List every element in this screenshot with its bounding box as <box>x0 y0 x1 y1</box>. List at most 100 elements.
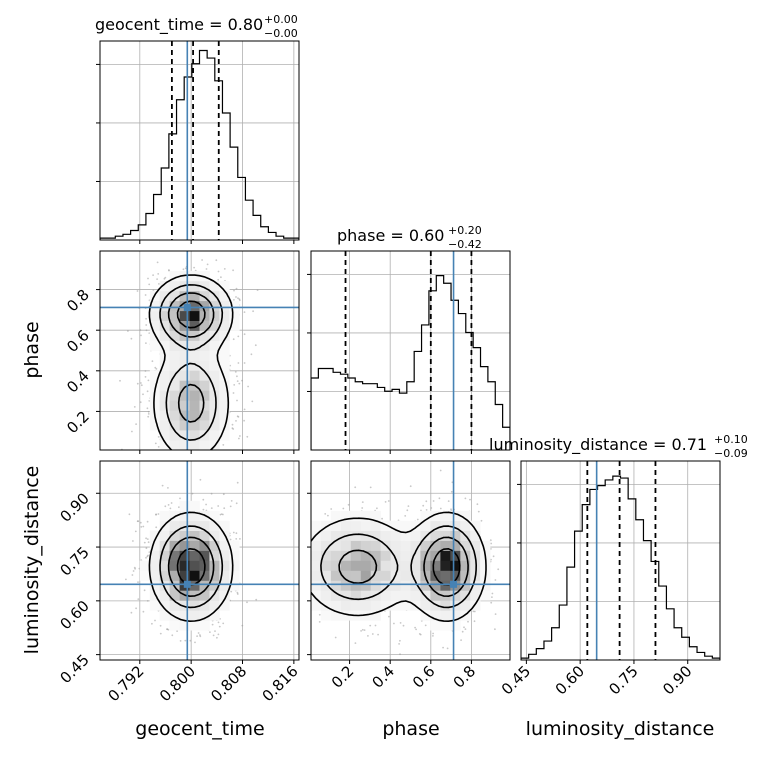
density-cell <box>380 590 391 601</box>
sample-point <box>179 640 182 642</box>
density-cell <box>159 560 170 571</box>
density-cell <box>199 320 210 331</box>
density-cell <box>370 510 381 522</box>
sample-point <box>130 611 133 614</box>
sample-point <box>342 507 345 510</box>
sample-point <box>157 446 160 448</box>
sample-point <box>219 513 222 516</box>
sample-point <box>438 497 441 500</box>
density-cell <box>179 540 190 551</box>
density-cell <box>370 540 381 551</box>
sample-point <box>223 268 226 270</box>
density-cell <box>189 430 200 441</box>
density-cell <box>470 560 481 571</box>
density-cell <box>199 350 210 361</box>
density-cell <box>169 570 180 581</box>
sample-point <box>148 283 151 286</box>
density-cell <box>360 570 372 581</box>
sample-point <box>140 526 143 528</box>
density-cell <box>179 530 190 541</box>
density-cell <box>149 580 161 591</box>
density-cell <box>370 570 381 581</box>
sample-point <box>402 624 405 627</box>
xtick-label: 0.75 <box>605 662 641 698</box>
sample-point <box>144 376 147 378</box>
density-cell <box>209 510 220 522</box>
density-cell <box>450 540 461 551</box>
sample-point <box>184 639 187 642</box>
density-cell <box>480 580 491 591</box>
contour-level-2 <box>167 536 215 597</box>
density-cell <box>199 380 210 391</box>
density-cell <box>199 340 210 351</box>
density-cell <box>330 580 342 591</box>
sample-point <box>182 268 185 271</box>
density-cell <box>209 400 220 411</box>
density-cell <box>189 370 200 381</box>
density-cell <box>159 310 170 321</box>
sample-point <box>159 624 162 627</box>
density-cell <box>209 550 220 561</box>
sample-point <box>360 630 362 632</box>
sample-point <box>168 269 170 272</box>
density-cell <box>179 430 190 441</box>
sample-point <box>214 630 216 632</box>
sample-point <box>206 263 209 266</box>
density-cell <box>219 300 230 312</box>
sample-point <box>167 487 169 489</box>
sample-point <box>235 538 238 540</box>
hist-panel-phase <box>311 251 510 450</box>
sample-point <box>158 283 160 285</box>
sample-point <box>384 501 387 503</box>
sample-point <box>232 531 235 534</box>
sample-point <box>236 380 239 382</box>
density-cell <box>390 520 401 531</box>
density-cell <box>219 430 230 441</box>
sample-point <box>381 517 383 520</box>
density-cell <box>169 440 180 450</box>
sample-point <box>205 268 208 270</box>
sample-point <box>155 368 158 370</box>
sample-point <box>234 371 237 373</box>
sample-point <box>235 532 238 535</box>
density-cell <box>189 440 200 450</box>
density-cell <box>460 540 471 551</box>
density-cell <box>169 550 180 561</box>
density-cell <box>400 570 411 581</box>
density-cell <box>179 440 190 450</box>
panels: 0.792 0.800 0.808 0.816 0.2 0.4 0.6 0.8 0.45 0.60… <box>56 40 721 705</box>
density-cell <box>149 600 161 611</box>
sample-point <box>387 500 390 502</box>
density-cell <box>159 600 170 611</box>
density-cell <box>159 320 170 331</box>
density-cell <box>440 580 451 591</box>
density-cell <box>410 580 421 591</box>
sample-point <box>324 513 327 515</box>
density-cell <box>179 340 190 351</box>
density-cell <box>320 600 332 611</box>
density-cell <box>470 590 481 601</box>
density-cell <box>169 520 180 531</box>
density-cell <box>179 390 190 401</box>
density-cell <box>320 550 332 561</box>
density-cell <box>199 620 210 631</box>
density-cell <box>209 590 220 601</box>
density-cell <box>149 420 161 431</box>
sample-point <box>144 370 147 372</box>
sample-point <box>347 503 350 506</box>
ytick-label: 0.4 <box>63 367 93 397</box>
sample-point <box>191 492 194 495</box>
hist-panel-geocent_time <box>100 41 299 240</box>
density-cell <box>169 340 180 351</box>
sample-point <box>363 629 366 631</box>
density-cell <box>440 600 451 611</box>
sample-point <box>430 507 433 509</box>
density-cell <box>340 520 352 531</box>
density-cell <box>169 360 180 371</box>
density-cell <box>460 600 471 611</box>
density-cell <box>169 530 180 541</box>
sample-point <box>251 400 254 403</box>
density-cell <box>229 320 240 331</box>
sample-point <box>145 329 148 332</box>
density-cell <box>400 530 411 541</box>
